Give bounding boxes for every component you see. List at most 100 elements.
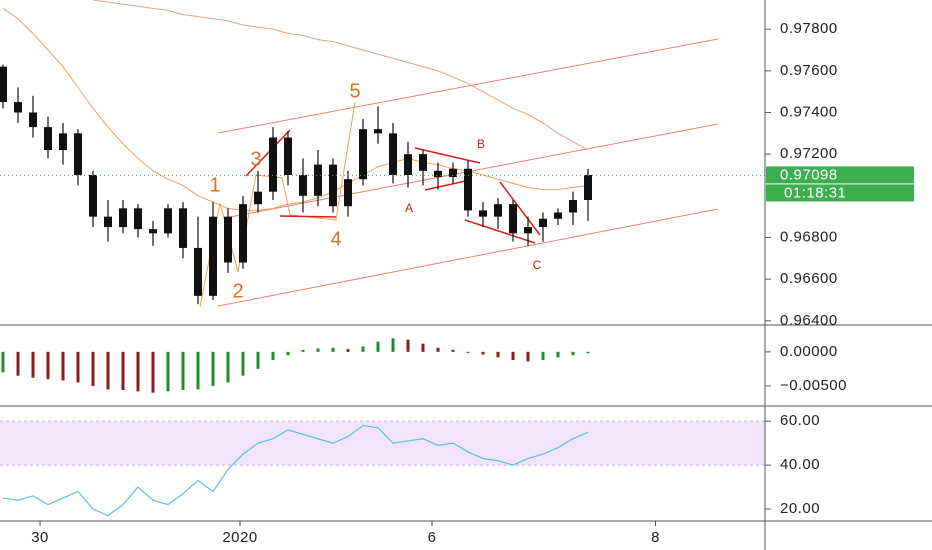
- y-tick-label: 0.96400: [780, 312, 838, 329]
- y-tick-label: 0.97200: [780, 145, 838, 162]
- macd-bar: [16, 351, 20, 376]
- wave-line: [414, 147, 481, 164]
- macd-bar: [256, 351, 260, 369]
- candle-body: [29, 112, 37, 128]
- macd-bar: [1, 351, 5, 373]
- wave-label: 1: [209, 174, 220, 196]
- macd-bar: [526, 351, 530, 362]
- macd-bar: [241, 351, 245, 376]
- last-price-box: [766, 166, 914, 184]
- macd-bar: [151, 351, 155, 393]
- candle-body: [74, 133, 82, 175]
- macd-bar: [61, 351, 65, 381]
- wave-label: 2: [232, 280, 243, 302]
- macd-bar: [316, 348, 320, 352]
- macd-bar: [406, 339, 410, 352]
- wave-line: [499, 181, 541, 236]
- candle-body: [89, 175, 97, 217]
- macd-bar: [76, 351, 80, 383]
- macd-bar: [481, 351, 485, 355]
- macd-bar: [121, 351, 125, 391]
- countdown-label: 01:18:31: [784, 184, 846, 201]
- macd-bar: [586, 351, 590, 354]
- y-tick-label: 0.97800: [780, 20, 838, 37]
- candle-body: [59, 133, 67, 150]
- macd-bar: [376, 341, 380, 352]
- macd-bar: [541, 351, 545, 361]
- moving-average: [92, 0, 589, 151]
- x-tick-label: 6: [428, 529, 437, 546]
- candle-body: [224, 216, 232, 263]
- x-tick-label: 2020: [222, 529, 257, 546]
- candle-body: [44, 127, 52, 150]
- candle-body: [449, 168, 457, 178]
- macd-bar: [301, 349, 305, 352]
- candle-body: [584, 175, 592, 200]
- macd-bar: [226, 351, 230, 383]
- drawings: [199, 38, 719, 308]
- macd-bar: [451, 349, 455, 352]
- macd-bar: [556, 351, 560, 358]
- x-tick-label: 30: [31, 529, 49, 546]
- macd-bar: [196, 351, 200, 390]
- x-tick-label: 8: [651, 529, 660, 546]
- candle-body: [329, 164, 337, 207]
- wave-line: [279, 215, 337, 218]
- candle-body: [434, 170, 442, 178]
- wave-label: C: [533, 258, 542, 272]
- macd-bar: [286, 351, 290, 356]
- channel-line: [217, 208, 719, 307]
- y-tick-label: 0.96600: [780, 270, 838, 287]
- candle-body: [269, 137, 277, 192]
- candle-body: [134, 208, 142, 230]
- macd-bar: [91, 351, 95, 386]
- countdown-box: [766, 184, 914, 202]
- wave-label: B: [477, 137, 485, 151]
- candle-body: [0, 66, 7, 103]
- macd-bar: [166, 351, 170, 392]
- macd-bar: [466, 351, 470, 353]
- wave-label: 3: [250, 148, 261, 170]
- y-tick-label: 0.00000: [780, 343, 838, 360]
- y-tick-label: 0.97400: [780, 103, 838, 120]
- macd-bar: [346, 349, 350, 352]
- candle-body: [254, 191, 262, 205]
- candle-body: [344, 179, 352, 207]
- candle-body: [524, 227, 532, 234]
- y-tick-label: 20.00: [780, 500, 820, 517]
- macd-bar: [181, 351, 185, 391]
- candle-body: [164, 208, 172, 234]
- candle-body: [149, 229, 157, 234]
- macd-bar: [331, 347, 335, 352]
- candle-body: [509, 204, 517, 234]
- candle-body: [314, 164, 322, 196]
- candle-body: [419, 154, 427, 171]
- price-pane: [0, 0, 592, 305]
- y-tick-label: 40.00: [780, 456, 820, 473]
- macd-bar: [496, 351, 500, 358]
- candle-body: [284, 137, 292, 175]
- candle-body: [389, 133, 397, 175]
- candle-body: [479, 210, 487, 217]
- moving-average: [2, 7, 589, 211]
- candle-body: [194, 247, 202, 296]
- rsi-line: [2, 424, 589, 517]
- macd-bar: [46, 351, 50, 380]
- macd-bar: [571, 351, 575, 356]
- candle-body: [119, 208, 127, 228]
- candle-body: [209, 216, 217, 296]
- wave-label: A: [405, 201, 413, 215]
- y-tick-label: −0.00500: [780, 377, 847, 394]
- wave-line: [424, 179, 471, 191]
- y-tick-label: 0.96800: [780, 228, 838, 245]
- macd-bar: [136, 351, 140, 392]
- candle-body: [179, 208, 187, 248]
- y-tick-label: 60.00: [780, 412, 820, 429]
- rsi-band: [0, 421, 765, 466]
- macd-bar: [421, 343, 425, 352]
- wave-label: 4: [330, 228, 341, 250]
- macd-bar: [436, 347, 440, 352]
- candle-body: [554, 212, 562, 219]
